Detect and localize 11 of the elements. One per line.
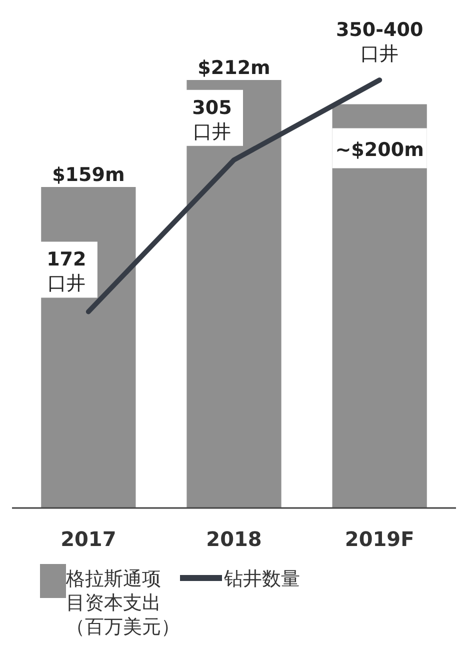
- data-label: 350-400 口井: [336, 19, 424, 65]
- data-label: 172 口井: [46, 248, 86, 295]
- x-tick-label: 2018: [206, 527, 262, 551]
- data-label: ~$200m: [335, 139, 424, 162]
- data-label: $212m: [198, 57, 270, 79]
- data-label: $159m: [52, 164, 125, 186]
- legend-label: 钻井数量: [223, 568, 300, 590]
- data-label: 305 口井: [192, 96, 232, 143]
- x-tick-label: 2017: [60, 527, 116, 551]
- x-tick-label: 2019F: [344, 527, 414, 551]
- legend-label: 格拉斯通项目资本支出（百万美元）: [65, 568, 180, 638]
